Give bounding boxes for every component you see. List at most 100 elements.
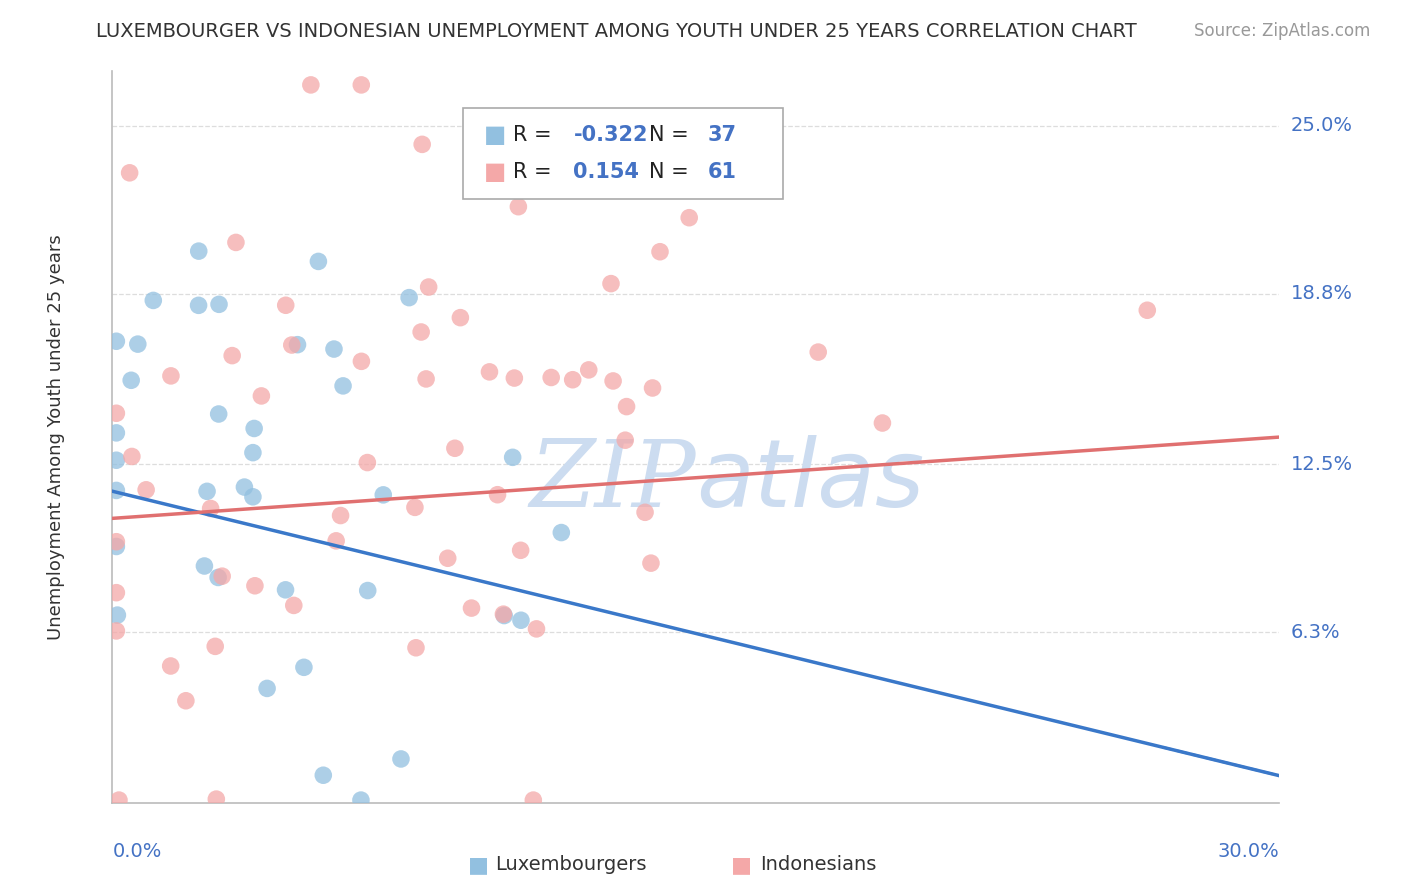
Text: 0.0%: 0.0% (112, 842, 162, 861)
Point (415, 372, 437, 386)
Point (436, 551, 458, 566)
Point (225, 235, 247, 250)
Point (108, 793, 131, 807)
Point (350, 793, 373, 807)
Text: R =: R = (513, 162, 558, 182)
Text: 25.0%: 25.0% (1291, 116, 1353, 135)
Point (460, 601, 482, 615)
Point (508, 200, 530, 214)
Point (332, 379, 354, 393)
Point (105, 406, 128, 420)
Point (105, 624, 128, 638)
Point (233, 480, 256, 494)
Point (503, 371, 526, 385)
Text: Indonesians: Indonesians (761, 855, 876, 874)
Point (211, 569, 233, 583)
Text: ■: ■ (731, 855, 752, 875)
Point (509, 543, 531, 558)
Text: 0.154: 0.154 (574, 162, 640, 182)
Text: Luxembourgers: Luxembourgers (495, 855, 647, 874)
Point (502, 450, 524, 465)
Point (325, 533, 347, 548)
Text: -0.322: -0.322 (574, 125, 648, 145)
Point (494, 608, 516, 623)
Point (418, 280, 440, 294)
Point (243, 579, 266, 593)
Point (274, 298, 297, 312)
Point (200, 501, 222, 516)
Point (250, 389, 273, 403)
Point (510, 613, 533, 627)
Point (243, 421, 266, 435)
Point (616, 400, 638, 414)
Point (634, 505, 657, 519)
Point (120, 373, 142, 387)
Point (242, 445, 264, 459)
Point (600, 277, 623, 291)
Point (207, 570, 229, 584)
Point (357, 583, 380, 598)
Point (105, 453, 128, 467)
Point (142, 293, 165, 308)
Point (283, 599, 305, 613)
Point (174, 694, 197, 708)
Point (256, 681, 278, 696)
Point (444, 442, 467, 456)
Point (307, 254, 329, 268)
Point (492, 607, 515, 622)
Point (614, 433, 637, 447)
Point (350, 78, 373, 92)
Point (187, 298, 209, 312)
Point (105, 425, 128, 440)
Point (356, 456, 378, 470)
Point (105, 585, 128, 599)
Text: 12.5%: 12.5% (1291, 455, 1353, 474)
Point (404, 500, 426, 515)
Point (205, 792, 228, 806)
Text: 37: 37 (707, 125, 737, 145)
Point (105, 540, 128, 554)
Point (540, 370, 562, 384)
Text: ■: ■ (468, 855, 489, 875)
Point (526, 622, 548, 636)
Point (287, 337, 309, 351)
Text: N =: N = (650, 125, 696, 145)
Point (678, 211, 700, 225)
Point (121, 450, 143, 464)
Point (118, 166, 141, 180)
Text: 6.3%: 6.3% (1291, 623, 1340, 641)
Point (478, 365, 501, 379)
Text: Source: ZipAtlas.com: Source: ZipAtlas.com (1195, 22, 1371, 40)
Point (578, 363, 600, 377)
Point (398, 291, 420, 305)
Text: atlas: atlas (696, 435, 924, 526)
Text: 61: 61 (707, 162, 737, 182)
Point (1136, 303, 1159, 318)
Point (449, 310, 471, 325)
Point (350, 354, 373, 368)
Text: LUXEMBOURGER VS INDONESIAN UNEMPLOYMENT AMONG YOUTH UNDER 25 YEARS CORRELATION C: LUXEMBOURGER VS INDONESIAN UNEMPLOYMENT … (96, 22, 1136, 41)
Point (807, 345, 830, 359)
Text: N =: N = (650, 162, 696, 182)
Point (602, 374, 624, 388)
Point (329, 508, 352, 523)
Point (195, 484, 218, 499)
Point (187, 244, 209, 259)
Point (135, 483, 157, 497)
Point (208, 297, 231, 311)
Text: ZIP: ZIP (529, 436, 696, 526)
Point (127, 337, 149, 351)
Point (105, 334, 128, 349)
Point (208, 407, 231, 421)
Point (411, 137, 433, 152)
Point (323, 342, 346, 356)
Point (292, 660, 315, 674)
Point (641, 381, 664, 395)
Text: ■: ■ (484, 161, 506, 184)
Point (105, 534, 128, 549)
Point (640, 556, 662, 570)
Text: 30.0%: 30.0% (1218, 842, 1279, 861)
Text: Unemployment Among Youth under 25 years: Unemployment Among Youth under 25 years (48, 235, 66, 640)
Point (405, 640, 427, 655)
FancyBboxPatch shape (463, 108, 783, 200)
